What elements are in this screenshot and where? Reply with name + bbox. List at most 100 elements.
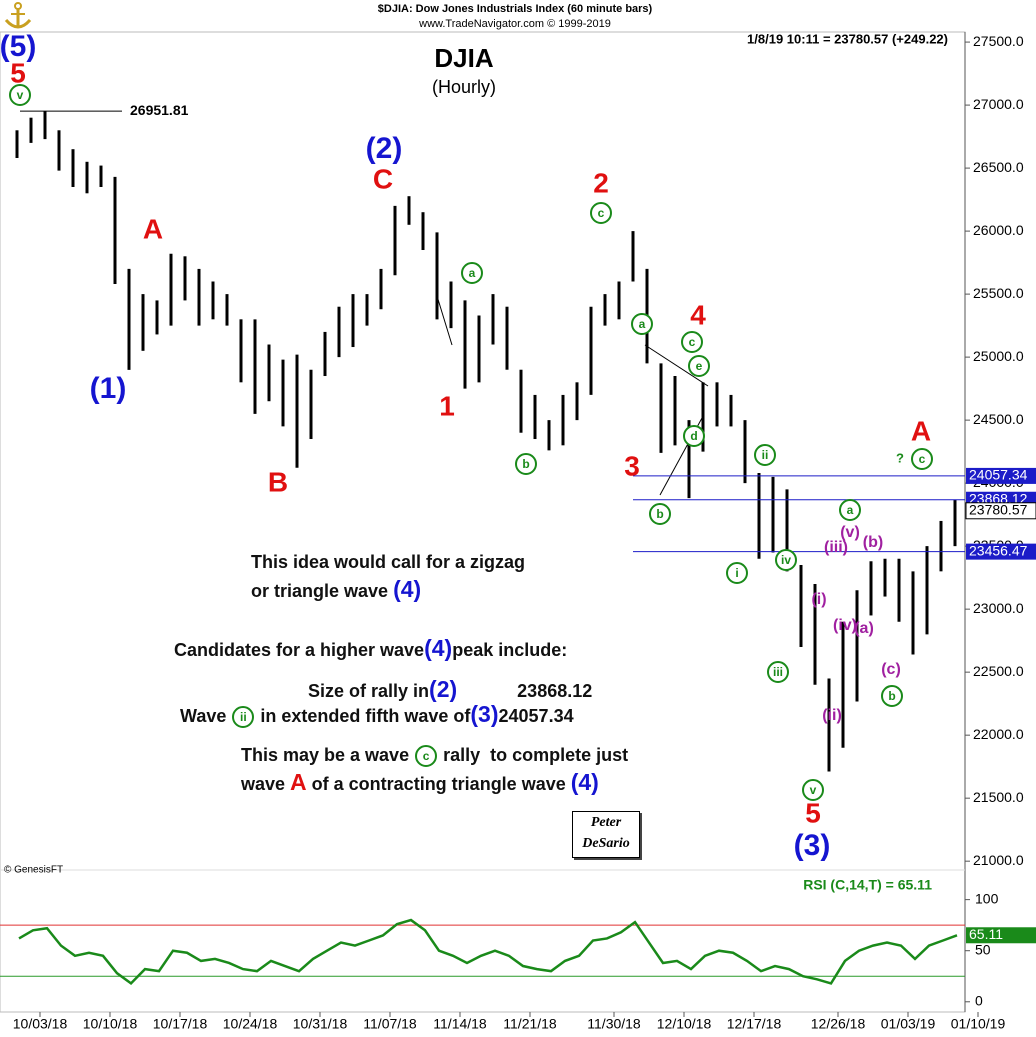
last-price-label: 23780.57 <box>969 501 1028 517</box>
wave-label: (c) <box>881 661 901 678</box>
rsi-label: RSI (C,14,T) = 65.11 <box>803 877 932 893</box>
x-tick-label: 12/26/18 <box>811 1016 866 1032</box>
y-tick-label: 23000.0 <box>973 600 1024 616</box>
wave-label: c <box>598 206 605 220</box>
wave-label: c <box>689 335 696 349</box>
wave-label: 3 <box>624 450 640 481</box>
note-text: in extended fifth wave of <box>255 706 471 726</box>
peak-label: 26951.81 <box>130 102 189 118</box>
x-tick-label: 11/14/18 <box>433 1016 487 1032</box>
wave-label: (1) <box>90 372 127 405</box>
wave-label: i <box>735 566 738 580</box>
last-price-box <box>965 502 1036 520</box>
wave-circle <box>802 779 824 801</box>
note-wave-label: (4) <box>570 769 599 795</box>
x-tick-label: 11/30/18 <box>587 1016 641 1032</box>
note-line: Size of rally in(2) 23868.12 <box>308 676 592 703</box>
rsi-tick-label: 100 <box>975 890 999 906</box>
x-tick-label: 10/24/18 <box>223 1016 278 1032</box>
x-tick-label: 01/03/19 <box>881 1016 936 1032</box>
wave-circle <box>683 425 705 447</box>
note-text: wave <box>241 774 291 794</box>
wave-circle <box>9 84 31 106</box>
x-tick-label: 10/17/18 <box>153 1016 208 1032</box>
note-text: peak include: <box>452 640 568 660</box>
note-text: This idea would call for a zigzag <box>251 552 526 572</box>
wave-label: e <box>696 359 703 373</box>
wave-circle <box>681 331 703 353</box>
wave-circle <box>754 444 776 466</box>
level-box <box>966 543 1036 560</box>
wave-label: (5) <box>0 30 36 63</box>
copyright: © GenesisFT <box>4 865 63 876</box>
source: $DJIA: Dow Jones Industrials Index (60 m… <box>378 3 653 15</box>
level-label: 24057.34 <box>969 467 1028 483</box>
wave-label: 2 <box>593 167 609 198</box>
note-wave-label: (3) <box>470 701 499 727</box>
note-line: wave A of a contracting triangle wave (4… <box>241 769 599 796</box>
note-text: This may be a wave <box>241 745 415 765</box>
signature-line: DeSario <box>582 836 630 851</box>
x-tick-label: 11/07/18 <box>363 1016 417 1032</box>
wave-label: ? <box>896 450 904 465</box>
note-line: This may be a wave c rally to complete j… <box>241 745 628 768</box>
rsi-value-label: 65.11 <box>969 926 1003 942</box>
x-tick-label: 11/21/18 <box>503 1016 557 1032</box>
note-text: Size of rally in <box>308 681 430 701</box>
y-tick-label: 21000.0 <box>973 852 1024 868</box>
x-tick-label: 12/10/18 <box>657 1016 712 1032</box>
note-line: or triangle wave (4) <box>251 576 421 603</box>
wave-label: A <box>911 415 931 446</box>
plot-frame <box>0 31 966 1013</box>
wave-label: (2) <box>366 132 403 165</box>
quote: 1/8/19 10:11 = 23780.57 (+249.22) <box>747 31 948 46</box>
y-tick-label: 26500.0 <box>973 159 1024 175</box>
wave-label: (i) <box>811 591 826 608</box>
y-tick-label: 21500.0 <box>973 789 1024 805</box>
y-tick-label: 27000.0 <box>973 96 1024 112</box>
wave-label: (v) <box>840 524 860 541</box>
y-tick-label: 26000.0 <box>973 222 1024 238</box>
note-text: of a contracting triangle wave <box>306 774 571 794</box>
wave-circle <box>631 313 653 335</box>
x-tick-label: 10/31/18 <box>293 1016 348 1032</box>
note-line: This idea would call for a zigzag <box>251 552 525 573</box>
wave-circle <box>688 355 710 377</box>
wave-label: b <box>522 457 529 471</box>
wave-circle <box>911 448 933 470</box>
wave-label: A <box>143 213 163 244</box>
wave-label: C <box>373 163 393 194</box>
wave-label: a <box>639 317 646 331</box>
wave-label: iii <box>773 665 783 679</box>
wave-circle <box>839 499 861 521</box>
note-line: Wave ii in extended fifth wave of(3)2405… <box>180 701 574 729</box>
wave-label: ii <box>762 448 769 462</box>
wave-circle <box>590 202 612 224</box>
x-tick-label: 12/17/18 <box>727 1016 782 1032</box>
note-text: 23868.12 <box>517 681 593 701</box>
note-wave-label: (4) <box>424 635 453 661</box>
wave-label: (iv) <box>833 617 857 634</box>
note-wave-label: (2) <box>429 676 458 702</box>
wave-label: (b) <box>863 534 883 551</box>
wave-label: 5 <box>805 797 821 828</box>
note-line: Candidates for a higher wave(4)peak incl… <box>174 635 567 662</box>
wave-label: b <box>656 507 663 521</box>
rsi-tick-label: 50 <box>975 941 991 957</box>
signature-line: Peter <box>590 815 622 830</box>
y-tick-label: 25500.0 <box>973 285 1024 301</box>
y-tick-label: 24500.0 <box>973 411 1024 427</box>
site: www.TradeNavigator.com © 1999-2019 <box>418 18 611 30</box>
note-wave-label: (4) <box>393 576 422 602</box>
rsi-value-box <box>966 927 1036 944</box>
wave-circle <box>881 685 903 707</box>
wave-circle <box>515 453 537 475</box>
note-text: Wave <box>180 706 232 726</box>
wave-label: v <box>17 88 24 102</box>
y-tick-label: 27500.0 <box>973 33 1024 49</box>
wave-label: iv <box>781 553 791 567</box>
note-wave-circle: ii <box>232 706 255 729</box>
signature: Peter DeSario <box>572 811 640 858</box>
